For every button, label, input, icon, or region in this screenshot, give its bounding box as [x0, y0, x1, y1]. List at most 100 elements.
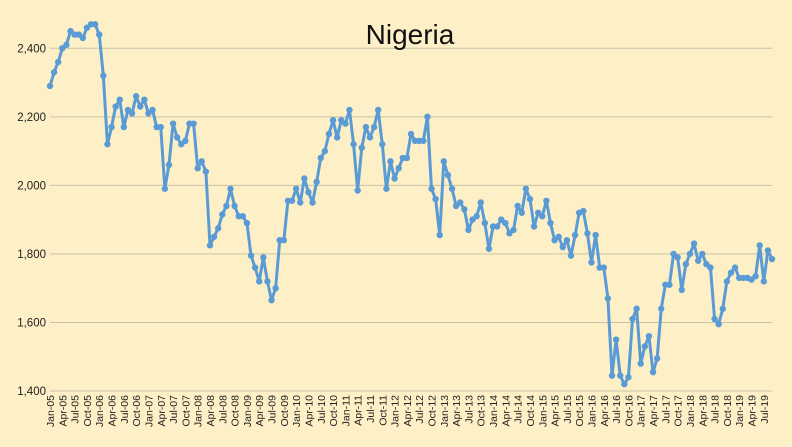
x-tick-label: Jan-17: [636, 395, 648, 427]
x-tick-label: Jul-10: [316, 395, 328, 424]
x-tick-label: Apr-06: [107, 395, 119, 427]
x-tick-label: Jul-14: [513, 395, 525, 424]
data-point: [272, 284, 279, 292]
data-point: [141, 96, 148, 103]
data-point: [292, 185, 300, 192]
data-point: [366, 134, 374, 141]
data-point: [333, 134, 341, 141]
x-tick-label: Jan-11: [340, 395, 352, 426]
series-points: [46, 21, 776, 388]
data-point: [407, 130, 415, 138]
x-tick-label: Jan-13: [439, 395, 451, 427]
x-tick-label: Apr-16: [599, 395, 611, 427]
data-point: [502, 219, 509, 227]
x-tick-label: Oct-09: [279, 395, 291, 427]
data-point: [313, 178, 320, 186]
data-point: [563, 237, 571, 244]
data-point: [645, 332, 653, 340]
x-tick-label: Jul-17: [660, 395, 672, 424]
x-tick-label: Oct-16: [623, 395, 635, 427]
x-tick-label: Apr-18: [697, 395, 709, 427]
data-point: [206, 242, 214, 249]
data-point: [428, 185, 435, 192]
data-point: [608, 372, 616, 379]
x-tick-label: Jan-09: [242, 395, 254, 427]
data-point: [350, 141, 357, 148]
x-tick-label: Jul-13: [463, 395, 475, 424]
data-point: [473, 213, 480, 220]
data-point: [690, 240, 698, 247]
data-point: [305, 189, 312, 196]
data-point: [518, 209, 525, 216]
data-point: [362, 123, 370, 131]
x-tick-label: Apr-11: [353, 395, 365, 426]
data-point: [219, 211, 226, 218]
data-point: [370, 123, 378, 131]
y-tick-label: 1,600: [17, 317, 46, 329]
data-point: [301, 175, 308, 182]
data-point: [653, 355, 661, 362]
data-point: [112, 103, 119, 110]
data-point: [231, 202, 238, 210]
data-point: [116, 96, 123, 103]
data-point: [436, 231, 443, 239]
data-point: [149, 106, 156, 114]
x-tick-label: Jul-19: [759, 395, 771, 424]
data-point: [752, 272, 759, 280]
data-point: [132, 93, 140, 100]
data-point: [658, 305, 665, 312]
data-point: [682, 260, 690, 268]
data-point: [686, 250, 694, 258]
data-point: [707, 264, 714, 271]
data-point: [711, 315, 718, 323]
data-point: [239, 213, 247, 220]
x-tick-label: Oct-12: [427, 395, 439, 427]
x-tick-label: Apr-08: [205, 395, 217, 427]
data-point: [625, 374, 632, 381]
data-point: [223, 202, 230, 210]
data-point: [617, 372, 624, 379]
data-point: [674, 254, 681, 261]
data-point: [120, 123, 128, 131]
data-point: [530, 223, 538, 230]
data-point: [461, 206, 468, 213]
x-tick-label: Jul-12: [414, 395, 426, 424]
data-point: [374, 106, 382, 114]
x-tick-label: Jul-08: [217, 395, 229, 424]
y-tick-label: 2,200: [17, 112, 46, 124]
x-tick-label: Jan-06: [94, 395, 106, 427]
data-point: [214, 225, 222, 232]
x-axis-tick-labels: Jan-05 Apr-05 Jul-05 Oct-05 Jan-06 Apr-06 Jul-…: [45, 395, 771, 427]
data-point: [699, 250, 706, 258]
x-tick-label: Oct-06: [131, 395, 143, 427]
x-tick-label: Oct-11: [377, 395, 389, 426]
data-point: [346, 106, 353, 114]
data-point: [46, 82, 54, 90]
data-point: [227, 185, 234, 192]
data-point: [604, 295, 612, 302]
x-tick-label: Jul-07: [168, 395, 180, 424]
data-point: [395, 165, 402, 172]
data-point: [768, 255, 776, 263]
data-point: [465, 226, 472, 234]
data-point: [526, 195, 534, 203]
x-tick-label: Jan-10: [291, 395, 303, 427]
data-point: [100, 72, 107, 79]
data-point: [108, 123, 115, 131]
x-tick-label: Apr-15: [550, 395, 562, 427]
x-tick-label: Oct-10: [328, 395, 340, 427]
data-point: [539, 213, 546, 220]
chart-title: Nigeria: [366, 19, 455, 50]
data-point: [555, 233, 562, 240]
x-tick-label: Apr-05: [57, 395, 69, 427]
data-point: [694, 257, 702, 264]
y-tick-label: 1,800: [17, 249, 46, 261]
data-point: [485, 245, 493, 252]
x-tick-label: Jan-14: [488, 395, 500, 427]
data-point: [559, 243, 566, 251]
y-tick-label: 2,000: [17, 180, 46, 192]
data-point: [268, 296, 275, 304]
data-point: [641, 343, 649, 350]
x-tick-label: Oct-08: [230, 395, 242, 427]
